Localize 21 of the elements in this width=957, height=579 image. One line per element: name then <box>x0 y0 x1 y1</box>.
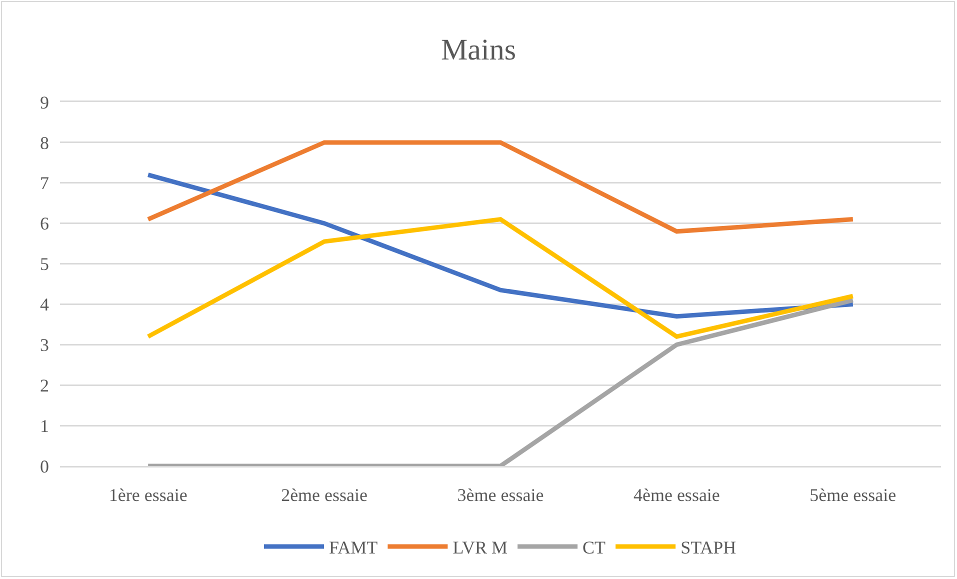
y-tick-label: 0 <box>40 456 49 476</box>
y-tick-label: 9 <box>40 92 49 112</box>
x-tick-label: 1ère essaie <box>108 485 188 506</box>
y-tick-label: 4 <box>40 294 49 315</box>
x-tick-label: 5ème essaie <box>810 485 896 506</box>
y-tick-label: 1 <box>40 416 49 436</box>
x-tick-label: 4ème essaie <box>633 485 720 506</box>
legend-label: LVR M <box>452 538 508 558</box>
chart-title: Mains <box>441 34 516 67</box>
y-tick-label: 2 <box>40 375 49 396</box>
legend-label: STAPH <box>680 538 736 558</box>
y-tick-label: 6 <box>40 214 49 234</box>
y-tick-label: 5 <box>40 254 49 274</box>
y-tick-label: 3 <box>40 334 49 355</box>
line-series <box>146 217 856 339</box>
x-tick-label: 2ème essaie <box>281 485 368 506</box>
y-tick-label: 8 <box>40 132 49 153</box>
y-tick-label: 7 <box>40 173 49 194</box>
legend-label: CT <box>582 538 606 558</box>
legend-label: FAMT <box>329 538 378 558</box>
x-tick-label: 3ème essaie <box>457 485 544 506</box>
